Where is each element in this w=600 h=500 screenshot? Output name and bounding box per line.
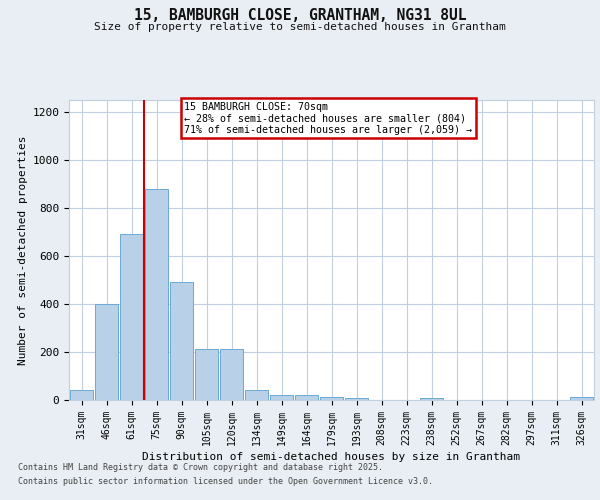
Bar	[70, 390, 94, 400]
Bar	[419, 398, 443, 400]
Text: Contains public sector information licensed under the Open Government Licence v3: Contains public sector information licen…	[18, 477, 433, 486]
Bar	[344, 398, 368, 400]
Y-axis label: Number of semi-detached properties: Number of semi-detached properties	[18, 135, 28, 365]
Bar	[119, 234, 143, 400]
Bar	[245, 390, 268, 400]
Bar	[320, 397, 343, 400]
Text: 15, BAMBURGH CLOSE, GRANTHAM, NG31 8UL: 15, BAMBURGH CLOSE, GRANTHAM, NG31 8UL	[134, 8, 466, 22]
Text: 15 BAMBURGH CLOSE: 70sqm
← 28% of semi-detached houses are smaller (804)
71% of : 15 BAMBURGH CLOSE: 70sqm ← 28% of semi-d…	[185, 102, 473, 134]
Text: Size of property relative to semi-detached houses in Grantham: Size of property relative to semi-detach…	[94, 22, 506, 32]
Bar	[95, 304, 118, 400]
Bar	[569, 397, 593, 400]
Text: Contains HM Land Registry data © Crown copyright and database right 2025.: Contains HM Land Registry data © Crown c…	[18, 464, 383, 472]
Bar	[295, 395, 319, 400]
Bar	[145, 189, 169, 400]
Bar	[170, 282, 193, 400]
Bar	[220, 349, 244, 400]
Bar	[269, 395, 293, 400]
Bar	[194, 349, 218, 400]
X-axis label: Distribution of semi-detached houses by size in Grantham: Distribution of semi-detached houses by …	[143, 452, 521, 462]
